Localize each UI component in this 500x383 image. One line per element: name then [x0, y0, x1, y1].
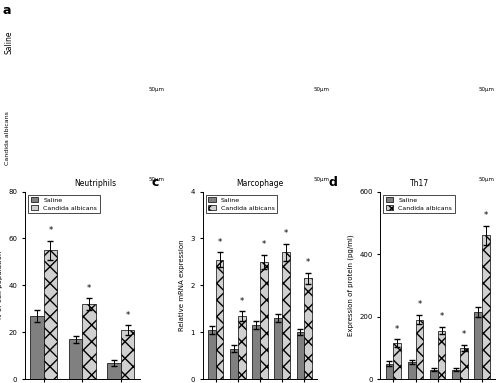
Text: 50μm: 50μm: [314, 87, 330, 92]
Bar: [416, 320, 424, 379]
Bar: [69, 339, 82, 379]
Bar: [460, 348, 468, 379]
Bar: [208, 330, 216, 379]
Text: *: *: [284, 229, 288, 238]
Bar: [296, 332, 304, 379]
Text: Th17: Th17: [410, 179, 430, 188]
Bar: [408, 362, 416, 379]
Bar: [482, 235, 490, 379]
Text: *: *: [395, 325, 400, 334]
Text: *: *: [87, 283, 91, 293]
Bar: [230, 349, 238, 379]
Legend: Saline, Candida albicans: Saline, Candida albicans: [206, 195, 277, 213]
Text: Candida albicans: Candida albicans: [5, 111, 10, 165]
Text: 50μm: 50μm: [149, 87, 165, 92]
Legend: Saline, Candida albicans: Saline, Candida albicans: [384, 195, 455, 213]
Text: *: *: [240, 296, 244, 306]
Text: a: a: [2, 4, 11, 17]
Text: 50μm: 50μm: [479, 87, 495, 92]
Bar: [30, 316, 44, 379]
Text: c: c: [151, 177, 158, 190]
Y-axis label: Expression of protein (pg/ml): Expression of protein (pg/ml): [347, 234, 354, 336]
Bar: [252, 325, 260, 379]
Bar: [386, 363, 394, 379]
Bar: [82, 304, 96, 379]
Bar: [44, 250, 57, 379]
Text: *: *: [418, 300, 422, 309]
Text: d: d: [329, 177, 338, 190]
Text: 50μm: 50μm: [479, 177, 495, 182]
Bar: [216, 260, 224, 379]
Bar: [430, 370, 438, 379]
Text: 50μm: 50μm: [149, 177, 165, 182]
Bar: [274, 318, 282, 379]
Y-axis label: % of cell population: % of cell population: [0, 250, 3, 320]
Text: Neutriphils: Neutriphils: [74, 179, 116, 188]
Text: *: *: [306, 258, 310, 267]
Y-axis label: Relative mRNA expression: Relative mRNA expression: [179, 239, 185, 331]
Text: Saline: Saline: [5, 30, 14, 54]
Text: Marcophage: Marcophage: [236, 179, 284, 188]
Text: *: *: [262, 240, 266, 249]
Text: 50μm: 50μm: [314, 177, 330, 182]
Text: *: *: [484, 211, 488, 220]
Bar: [394, 343, 401, 379]
Bar: [474, 312, 482, 379]
Bar: [108, 363, 121, 379]
Text: *: *: [462, 330, 466, 339]
Bar: [282, 252, 290, 379]
Text: *: *: [126, 311, 130, 319]
Bar: [438, 331, 446, 379]
Bar: [238, 316, 246, 379]
Text: *: *: [218, 238, 222, 247]
Bar: [304, 278, 312, 379]
Bar: [121, 330, 134, 379]
Text: *: *: [440, 312, 444, 321]
Bar: [452, 370, 460, 379]
Legend: Saline, Candida albicans: Saline, Candida albicans: [28, 195, 100, 213]
Bar: [260, 262, 268, 379]
Text: *: *: [48, 226, 52, 235]
